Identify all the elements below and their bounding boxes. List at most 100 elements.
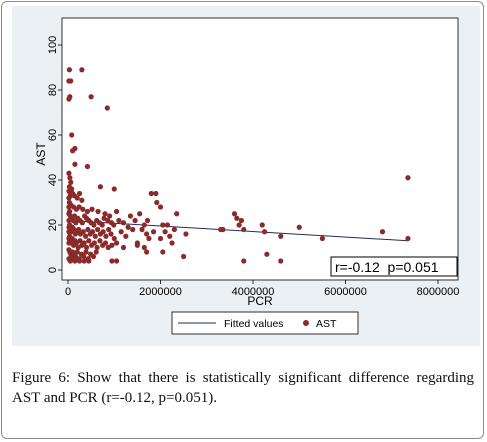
ast-point <box>94 244 100 251</box>
correlation-annotation: r=-0.12 p=0.051 <box>335 259 439 275</box>
ast-point <box>72 258 78 264</box>
x-tick-label: 6000000 <box>324 286 367 298</box>
ast-point <box>167 233 173 239</box>
ast-point <box>76 226 82 233</box>
y-axis: 0 20 40 60 80 100 <box>47 36 62 273</box>
y-axis-label: AST <box>34 142 48 166</box>
ast-point <box>82 233 89 239</box>
ast-point <box>95 208 101 215</box>
ast-point <box>83 249 89 255</box>
ast-point <box>97 184 103 190</box>
x-tick-label: 0 <box>65 286 71 298</box>
legend-box <box>171 311 359 335</box>
ast-point <box>162 229 168 235</box>
legend: Fitted values AST <box>171 311 359 335</box>
ast-point <box>144 217 151 224</box>
data-points <box>66 67 411 264</box>
ast-point <box>264 251 270 257</box>
ast-point <box>66 78 72 84</box>
ast-point <box>86 258 92 264</box>
ast-point <box>73 220 79 226</box>
ast-point <box>74 195 80 201</box>
ast-point <box>66 204 72 210</box>
ast-point <box>160 249 166 255</box>
ast-point <box>84 163 91 170</box>
ast-point <box>169 240 175 246</box>
ast-point <box>132 217 138 224</box>
annotation-box: r=-0.12 p=0.051 <box>330 256 458 277</box>
ast-point <box>241 258 247 264</box>
ast-point <box>160 222 166 228</box>
ast-point <box>76 258 83 264</box>
ast-point <box>91 240 97 246</box>
ast-point <box>127 213 134 219</box>
ast-point <box>74 249 80 255</box>
ast-point <box>79 197 85 203</box>
ast-point <box>141 244 147 251</box>
ast-point <box>109 242 115 248</box>
ast-point <box>113 208 120 215</box>
ast-point <box>379 229 386 235</box>
ast-point <box>111 222 117 228</box>
ast-point <box>139 226 145 233</box>
y-tick-label: 80 <box>47 84 59 96</box>
ast-point <box>144 231 150 237</box>
ast-point <box>296 224 302 230</box>
ast-point <box>92 233 98 239</box>
ast-point <box>72 161 78 167</box>
ast-point <box>80 229 86 235</box>
ast-point <box>157 204 164 210</box>
ast-point <box>68 179 74 185</box>
ast-point <box>181 253 187 260</box>
ast-point <box>141 222 147 228</box>
y-tick-label: 0 <box>47 267 59 273</box>
x-axis: 0 2000000 4000000 6000000 8000000 <box>65 280 459 298</box>
ast-point <box>259 222 265 228</box>
ast-point <box>150 229 157 235</box>
ast-point <box>97 238 103 244</box>
figure-label: Figure 6: <box>12 370 71 386</box>
legend-dot-swatch <box>303 320 309 326</box>
ast-point <box>118 229 124 235</box>
ast-point <box>95 226 101 233</box>
ast-point <box>66 217 72 224</box>
figure-caption: Figure 6: Show that there is statistical… <box>12 368 474 408</box>
ast-point <box>405 235 411 242</box>
ast-point <box>80 206 86 212</box>
ast-point <box>76 190 83 197</box>
ast-point <box>69 132 75 138</box>
ast-point <box>81 258 87 264</box>
ast-point <box>183 231 189 237</box>
ast-point <box>108 231 114 237</box>
ast-point <box>77 238 83 244</box>
ast-point <box>106 226 112 233</box>
ast-point <box>72 145 78 152</box>
ast-point <box>67 208 73 215</box>
ast-point <box>113 258 120 264</box>
ast-point <box>236 222 242 228</box>
ast-point <box>66 229 72 235</box>
ast-point <box>89 206 95 212</box>
ast-point <box>81 253 87 260</box>
ast-point <box>120 244 127 251</box>
ast-point <box>148 190 154 197</box>
x-tick-label: 8000000 <box>417 286 460 298</box>
x-tick-label: 4000000 <box>232 286 275 298</box>
y-tick-label: 20 <box>47 219 59 231</box>
ast-point <box>109 258 115 264</box>
ast-point <box>220 226 226 233</box>
ast-point <box>107 213 113 219</box>
ast-point <box>89 229 96 235</box>
x-tick-label: 2000000 <box>139 286 182 298</box>
ast-point <box>84 208 91 215</box>
ast-point <box>67 222 73 228</box>
ast-point <box>405 175 411 181</box>
ast-point <box>137 211 143 217</box>
ast-point <box>134 242 140 248</box>
ast-point <box>99 222 105 228</box>
ast-point <box>123 233 129 239</box>
ast-point <box>86 238 92 244</box>
figure-caption-text: Show that there is statistically signifi… <box>12 370 474 406</box>
ast-point <box>116 217 122 224</box>
